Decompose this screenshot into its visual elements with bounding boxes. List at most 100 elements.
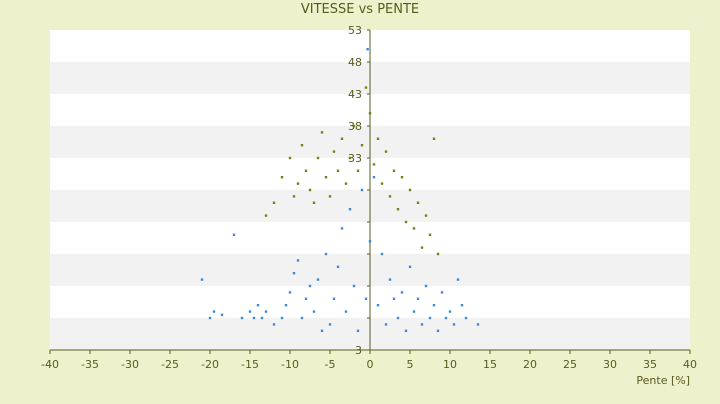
data-point-series-1 <box>256 304 260 307</box>
data-point-series-1 <box>388 278 392 281</box>
data-point-series-2 <box>340 137 344 140</box>
data-point-series-2 <box>292 195 296 198</box>
data-point-series-1 <box>220 313 224 316</box>
data-point-series-2 <box>424 214 428 217</box>
x-tick-label: 20 <box>523 358 537 371</box>
data-point-series-1 <box>212 310 216 313</box>
data-point-series-2 <box>272 201 276 204</box>
data-point-series-1 <box>300 316 304 320</box>
data-point-series-1 <box>336 265 340 268</box>
data-point-series-1 <box>432 304 436 307</box>
x-tick-label: -10 <box>281 358 299 371</box>
data-point-series-1 <box>332 297 336 300</box>
data-point-series-2 <box>364 86 368 89</box>
data-point-series-1 <box>440 291 444 294</box>
data-point-series-2 <box>352 124 356 128</box>
y-tick-label: 48 <box>348 56 362 69</box>
data-point-series-2 <box>400 176 404 179</box>
data-point-series-1 <box>428 316 432 320</box>
data-point-series-2 <box>408 188 412 192</box>
data-point-series-1 <box>360 188 364 192</box>
data-point-series-2 <box>432 137 436 140</box>
data-point-series-1 <box>460 304 464 307</box>
data-point-series-2 <box>300 144 304 147</box>
data-point-series-2 <box>404 220 408 224</box>
data-point-series-2 <box>308 188 312 192</box>
data-point-series-1 <box>324 252 328 256</box>
data-point-series-1 <box>272 323 276 326</box>
data-point-series-1 <box>448 310 452 313</box>
data-point-series-1 <box>444 316 448 320</box>
data-point-series-2 <box>388 195 392 198</box>
data-point-series-1 <box>452 323 456 326</box>
data-point-series-2 <box>336 169 340 172</box>
data-point-series-1 <box>344 310 348 313</box>
data-point-series-2 <box>360 144 364 147</box>
data-point-series-1 <box>328 323 332 326</box>
data-point-series-1 <box>200 278 204 281</box>
x-tick-label: 25 <box>563 358 577 371</box>
data-point-series-1 <box>208 316 212 320</box>
x-axis-title: Pente [%] <box>636 374 690 387</box>
data-point-series-1 <box>304 297 308 300</box>
data-point-series-1 <box>400 291 404 294</box>
x-tick-label: 0 <box>367 358 374 371</box>
data-point-series-1 <box>376 304 380 307</box>
data-point-series-1 <box>316 278 320 281</box>
data-point-series-2 <box>332 150 336 153</box>
x-tick-label: 10 <box>443 358 457 371</box>
data-point-series-1 <box>240 316 244 320</box>
data-point-series-1 <box>288 291 292 294</box>
data-point-series-2 <box>348 156 352 160</box>
data-point-series-2 <box>376 137 380 140</box>
data-point-series-1 <box>352 284 356 288</box>
data-point-series-1 <box>372 176 376 179</box>
data-point-series-1 <box>396 316 400 320</box>
data-point-series-1 <box>296 259 300 262</box>
x-tick-label: -5 <box>325 358 336 371</box>
data-point-series-2 <box>264 214 268 217</box>
data-point-series-2 <box>392 169 396 172</box>
y-tick-label: 53 <box>348 24 362 37</box>
data-point-series-1 <box>436 329 440 332</box>
data-point-series-1 <box>404 329 408 332</box>
data-point-series-1 <box>280 316 284 320</box>
data-point-series-1 <box>308 284 312 288</box>
data-point-series-2 <box>320 131 324 134</box>
data-point-series-1 <box>348 208 352 211</box>
data-point-series-2 <box>428 233 432 236</box>
data-point-series-1 <box>366 48 369 51</box>
data-point-series-1 <box>320 329 324 332</box>
data-point-series-1 <box>364 297 368 300</box>
data-point-series-1 <box>384 323 388 326</box>
data-point-series-1 <box>476 323 480 326</box>
data-point-series-1 <box>264 310 268 313</box>
data-point-series-2 <box>380 182 384 185</box>
chart-title: VITESSE vs PENTE <box>300 2 420 17</box>
x-tick-label: -20 <box>201 358 219 371</box>
data-point-series-2 <box>372 163 376 166</box>
x-tick-label: -30 <box>121 358 139 371</box>
data-point-series-1 <box>248 310 252 313</box>
data-point-series-2 <box>416 201 420 204</box>
data-point-series-1 <box>408 265 412 268</box>
data-point-series-1 <box>368 240 372 243</box>
data-point-series-1 <box>380 252 384 256</box>
data-point-series-2 <box>288 156 292 160</box>
x-tick-label: 5 <box>407 358 414 371</box>
data-point-series-1 <box>424 284 428 288</box>
data-point-series-1 <box>292 272 296 275</box>
y-tick-label: 3 <box>355 344 362 357</box>
x-tick-label: -25 <box>161 358 179 371</box>
data-point-series-1 <box>356 329 360 332</box>
data-point-series-2 <box>316 156 320 160</box>
x-tick-label: 15 <box>483 358 497 371</box>
data-point-series-1 <box>340 227 344 230</box>
x-tick-label: -35 <box>81 358 99 371</box>
data-point-series-2 <box>412 227 416 230</box>
data-point-series-2 <box>324 176 328 179</box>
data-point-series-1 <box>416 297 420 300</box>
data-point-series-1 <box>232 233 236 236</box>
x-tick-label: 35 <box>643 358 657 371</box>
